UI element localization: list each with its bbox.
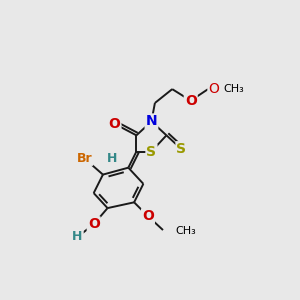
Text: O: O (88, 217, 100, 231)
Text: Br: Br (76, 152, 92, 165)
Text: S: S (176, 142, 187, 156)
Text: O: O (208, 82, 219, 96)
Text: CH₃: CH₃ (223, 84, 244, 94)
Text: H: H (72, 230, 83, 244)
Text: N: N (146, 115, 157, 128)
Text: O: O (142, 209, 154, 223)
Text: CH₃: CH₃ (176, 226, 196, 236)
Text: H: H (107, 152, 117, 165)
Text: O: O (185, 94, 197, 108)
Text: O: O (109, 117, 120, 131)
Text: S: S (146, 145, 156, 158)
